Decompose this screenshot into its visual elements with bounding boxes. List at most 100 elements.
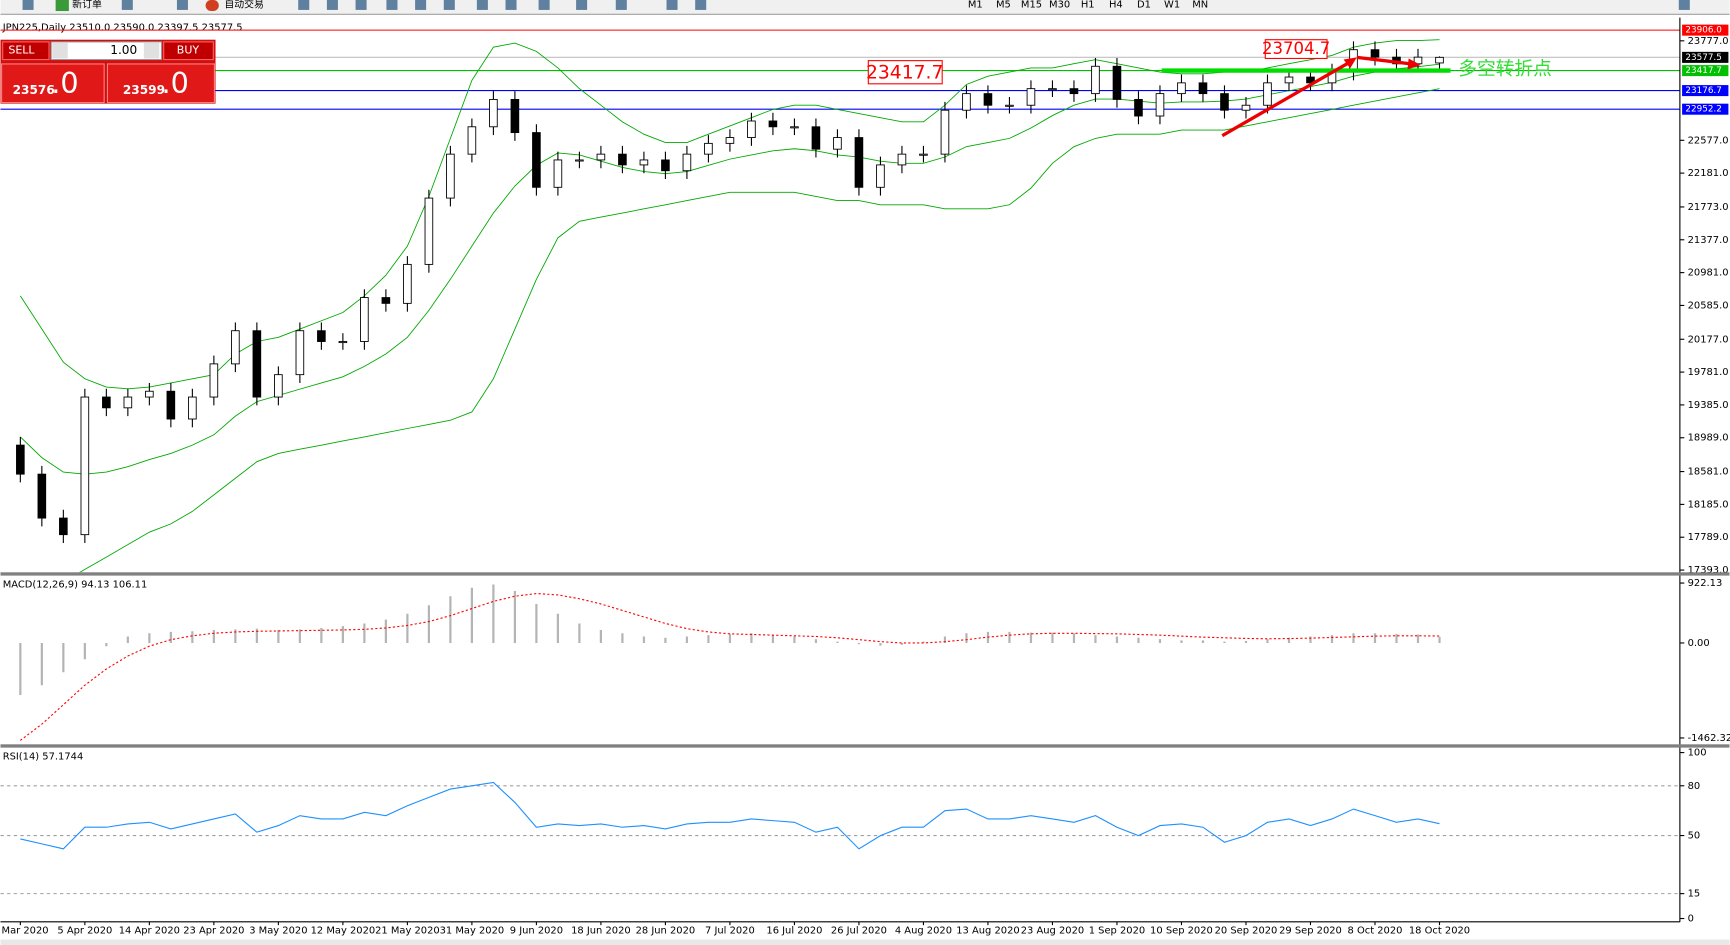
x-tick-label: 10 Sep 2020 <box>1150 926 1213 937</box>
y-tick-label: 20981.0 <box>1688 268 1729 279</box>
sell-fraction[interactable]: .0 <box>51 66 78 100</box>
tool-icon[interactable] <box>443 0 455 10</box>
candle-body <box>381 297 391 304</box>
timeframe-button[interactable]: W1 <box>1164 0 1180 10</box>
price-level-label: 23417.7 <box>1685 66 1721 76</box>
candle-body <box>510 98 520 134</box>
candle-body <box>360 297 369 342</box>
timeframe-button[interactable]: M15 <box>1021 0 1042 10</box>
sell-label[interactable]: SELL <box>8 44 35 57</box>
tool-icon[interactable] <box>505 0 517 10</box>
price-level-label: 23577.5 <box>1685 53 1721 63</box>
x-tick-label: 5 Mar 2020 <box>0 926 49 937</box>
tool-icon[interactable] <box>415 0 427 10</box>
candle-body <box>1048 88 1057 91</box>
x-tick-label: 23 Apr 2020 <box>183 926 244 937</box>
timeframe-button[interactable]: MN <box>1192 0 1208 10</box>
candle-body <box>854 137 864 188</box>
panel-separator <box>0 572 1730 576</box>
candle-body <box>897 153 907 166</box>
buy-price-box[interactable] <box>106 63 215 104</box>
new-order-icon[interactable] <box>55 0 69 12</box>
lot-value[interactable]: 1.00 <box>110 43 137 57</box>
candle-body <box>962 93 971 111</box>
candle-body <box>1284 76 1294 84</box>
buy-button[interactable] <box>163 41 214 61</box>
y-tick-label: 23777.0 <box>1688 36 1729 47</box>
candle-body <box>725 137 735 144</box>
x-tick-label: 3 May 2020 <box>249 926 307 937</box>
y-tick-label: 0.00 <box>1688 638 1710 649</box>
candle-body <box>1306 76 1315 84</box>
autotrade-button[interactable]: 自动交易 <box>224 0 264 10</box>
y-tick-label: 0 <box>1688 914 1694 925</box>
timeframe-button[interactable]: H4 <box>1109 0 1123 10</box>
tool-icon[interactable] <box>298 0 310 10</box>
rsi-plot <box>0 781 1680 895</box>
candle-body <box>209 363 219 398</box>
candle-body <box>80 396 90 536</box>
lot-down[interactable] <box>52 43 68 59</box>
buy-fraction[interactable]: .0 <box>161 66 188 100</box>
candle-body <box>1026 88 1036 106</box>
sell-price-box[interactable] <box>1 63 105 104</box>
candle-body <box>37 473 47 519</box>
new-order-button[interactable]: 新订单 <box>72 0 102 10</box>
macd-plot <box>19 584 1441 741</box>
candle-body <box>596 153 606 161</box>
x-tick-label: 13 Aug 2020 <box>956 926 1019 937</box>
sell-price[interactable]: 23576 <box>13 83 55 97</box>
x-tick-label: 4 Aug 2020 <box>895 926 952 937</box>
tool-icon[interactable] <box>22 0 34 10</box>
tool-icon[interactable] <box>476 0 488 10</box>
autotrade-icon[interactable] <box>205 0 219 12</box>
y-tick-label: 20177.0 <box>1688 334 1729 345</box>
tool-icon[interactable] <box>666 0 678 10</box>
x-tick-label: 31 May 2020 <box>440 926 505 937</box>
toolbar <box>0 0 1730 15</box>
lot-input[interactable] <box>50 41 163 61</box>
tool-icon[interactable] <box>695 0 707 10</box>
x-tick-label: 20 Sep 2020 <box>1215 926 1278 937</box>
candle-body <box>424 197 434 265</box>
lot-up[interactable] <box>143 43 160 59</box>
timeframe-button[interactable]: H1 <box>1081 0 1095 10</box>
candle-body <box>145 390 154 398</box>
timeframe-button[interactable]: M30 <box>1049 0 1070 10</box>
candle-body <box>1241 104 1251 111</box>
arrow-head <box>1407 58 1421 70</box>
candle-body <box>446 153 455 199</box>
candle-body <box>1155 93 1165 117</box>
candle-body <box>575 159 584 162</box>
buy-price[interactable]: 23599 <box>123 83 165 97</box>
timeframe-button[interactable]: M1 <box>968 0 983 10</box>
tool-icon[interactable] <box>326 0 338 10</box>
timeframe-button[interactable]: D1 <box>1137 0 1151 10</box>
tool-icon[interactable] <box>576 0 588 10</box>
candle-body <box>704 142 713 155</box>
x-tick-label: 28 Jun 2020 <box>636 926 696 937</box>
timeframe-button[interactable]: M5 <box>996 0 1011 10</box>
y-tick-label: 21377.0 <box>1688 235 1729 246</box>
tool-icon[interactable] <box>538 0 550 10</box>
candle-body <box>1069 88 1079 95</box>
x-tick-label: 18 Jun 2020 <box>571 926 631 937</box>
y-tick-label: 18185.0 <box>1688 499 1729 510</box>
candle-body <box>123 396 133 409</box>
candle-body <box>876 164 885 188</box>
x-tick-label: 9 Jun 2020 <box>510 926 563 937</box>
tool-icon[interactable] <box>121 0 133 10</box>
candle-body <box>983 93 993 106</box>
tool-icon[interactable] <box>386 0 398 10</box>
tool-icon[interactable] <box>615 0 627 10</box>
tool-icon[interactable] <box>355 0 367 10</box>
sell-button[interactable] <box>2 41 50 61</box>
tool-icon[interactable] <box>176 0 188 10</box>
candle-body <box>231 330 240 365</box>
x-tick-label: 5 Apr 2020 <box>57 926 112 937</box>
candle-body <box>661 159 670 172</box>
tool-icon[interactable] <box>1678 0 1690 10</box>
buy-label[interactable]: BUY <box>177 44 200 57</box>
